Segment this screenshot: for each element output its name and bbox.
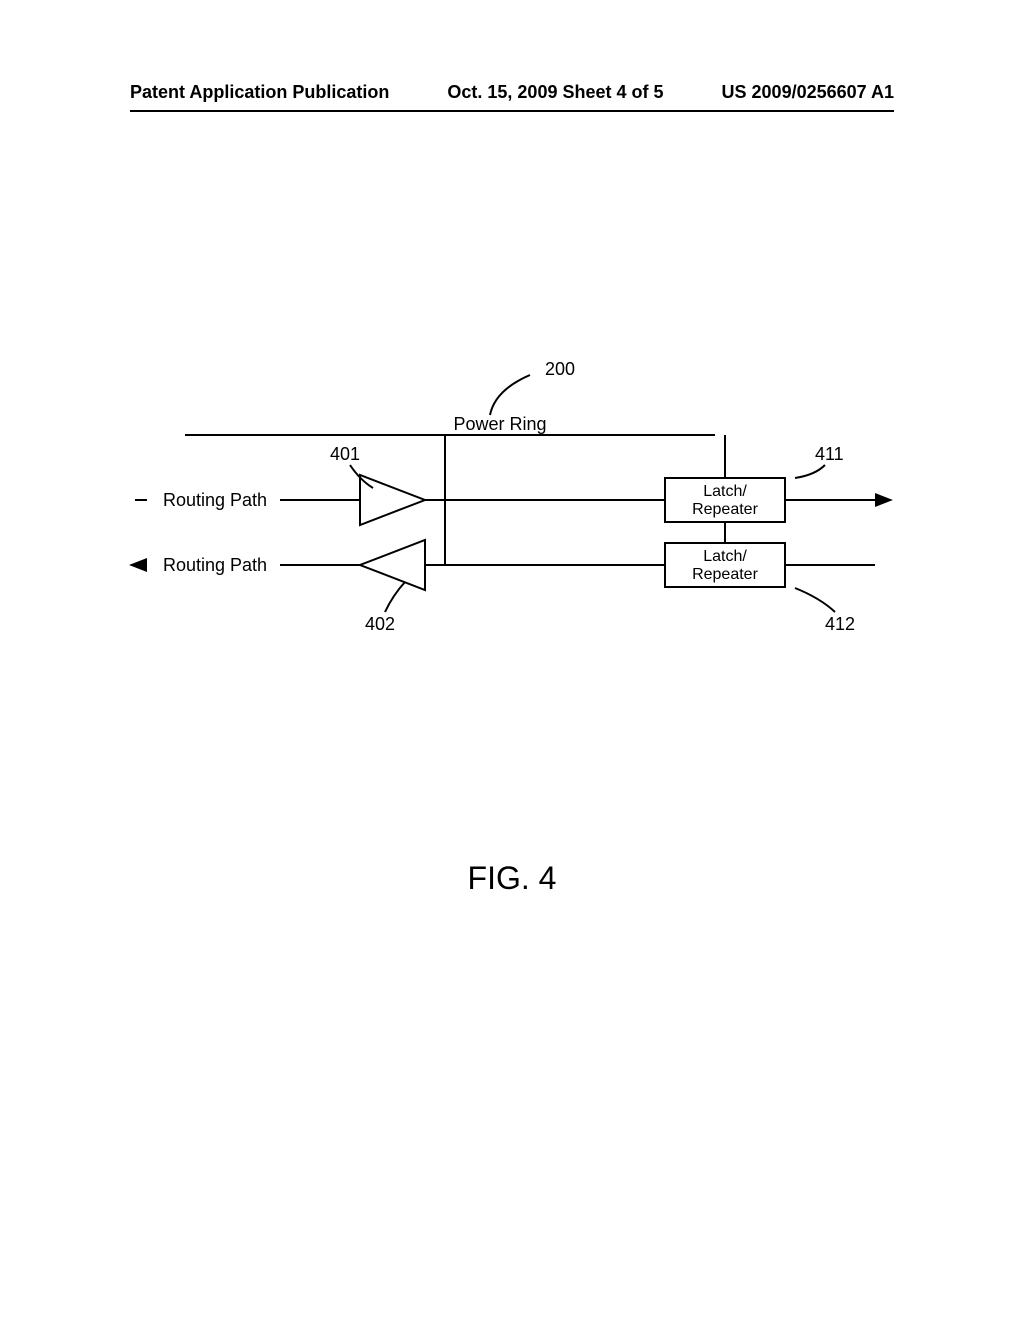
ref-200: 200 bbox=[545, 359, 575, 379]
latch-411-line1: Latch/ bbox=[703, 483, 747, 500]
leader-200 bbox=[490, 375, 530, 415]
arrowhead-right bbox=[875, 493, 893, 507]
figure-label: FIG. 4 bbox=[0, 860, 1024, 897]
ref-402: 402 bbox=[365, 614, 395, 634]
buffer-402 bbox=[360, 540, 425, 590]
latch-411-line2: Repeater bbox=[692, 501, 758, 518]
routing-path-label-1: Routing Path bbox=[163, 490, 267, 510]
header-right: US 2009/0256607 A1 bbox=[722, 82, 894, 103]
leader-411 bbox=[795, 465, 825, 478]
leader-402 bbox=[385, 582, 405, 612]
circuit-diagram: Power Ring 200 Routing Path Latch/ Repea… bbox=[135, 380, 895, 700]
header-center: Oct. 15, 2009 Sheet 4 of 5 bbox=[447, 82, 663, 103]
ref-411: 411 bbox=[815, 444, 844, 464]
patent-header: Patent Application Publication Oct. 15, … bbox=[0, 82, 1024, 103]
routing-path-label-2: Routing Path bbox=[163, 555, 267, 575]
ref-412: 412 bbox=[825, 614, 855, 634]
power-ring-label: Power Ring bbox=[453, 414, 546, 434]
latch-412-line1: Latch/ bbox=[703, 548, 747, 565]
leader-412 bbox=[795, 588, 835, 612]
header-rule bbox=[130, 110, 894, 112]
latch-412-line2: Repeater bbox=[692, 566, 758, 583]
header-left: Patent Application Publication bbox=[130, 82, 389, 103]
arrowhead-left bbox=[129, 558, 147, 572]
ref-401: 401 bbox=[330, 444, 360, 464]
buffer-401 bbox=[360, 475, 425, 525]
